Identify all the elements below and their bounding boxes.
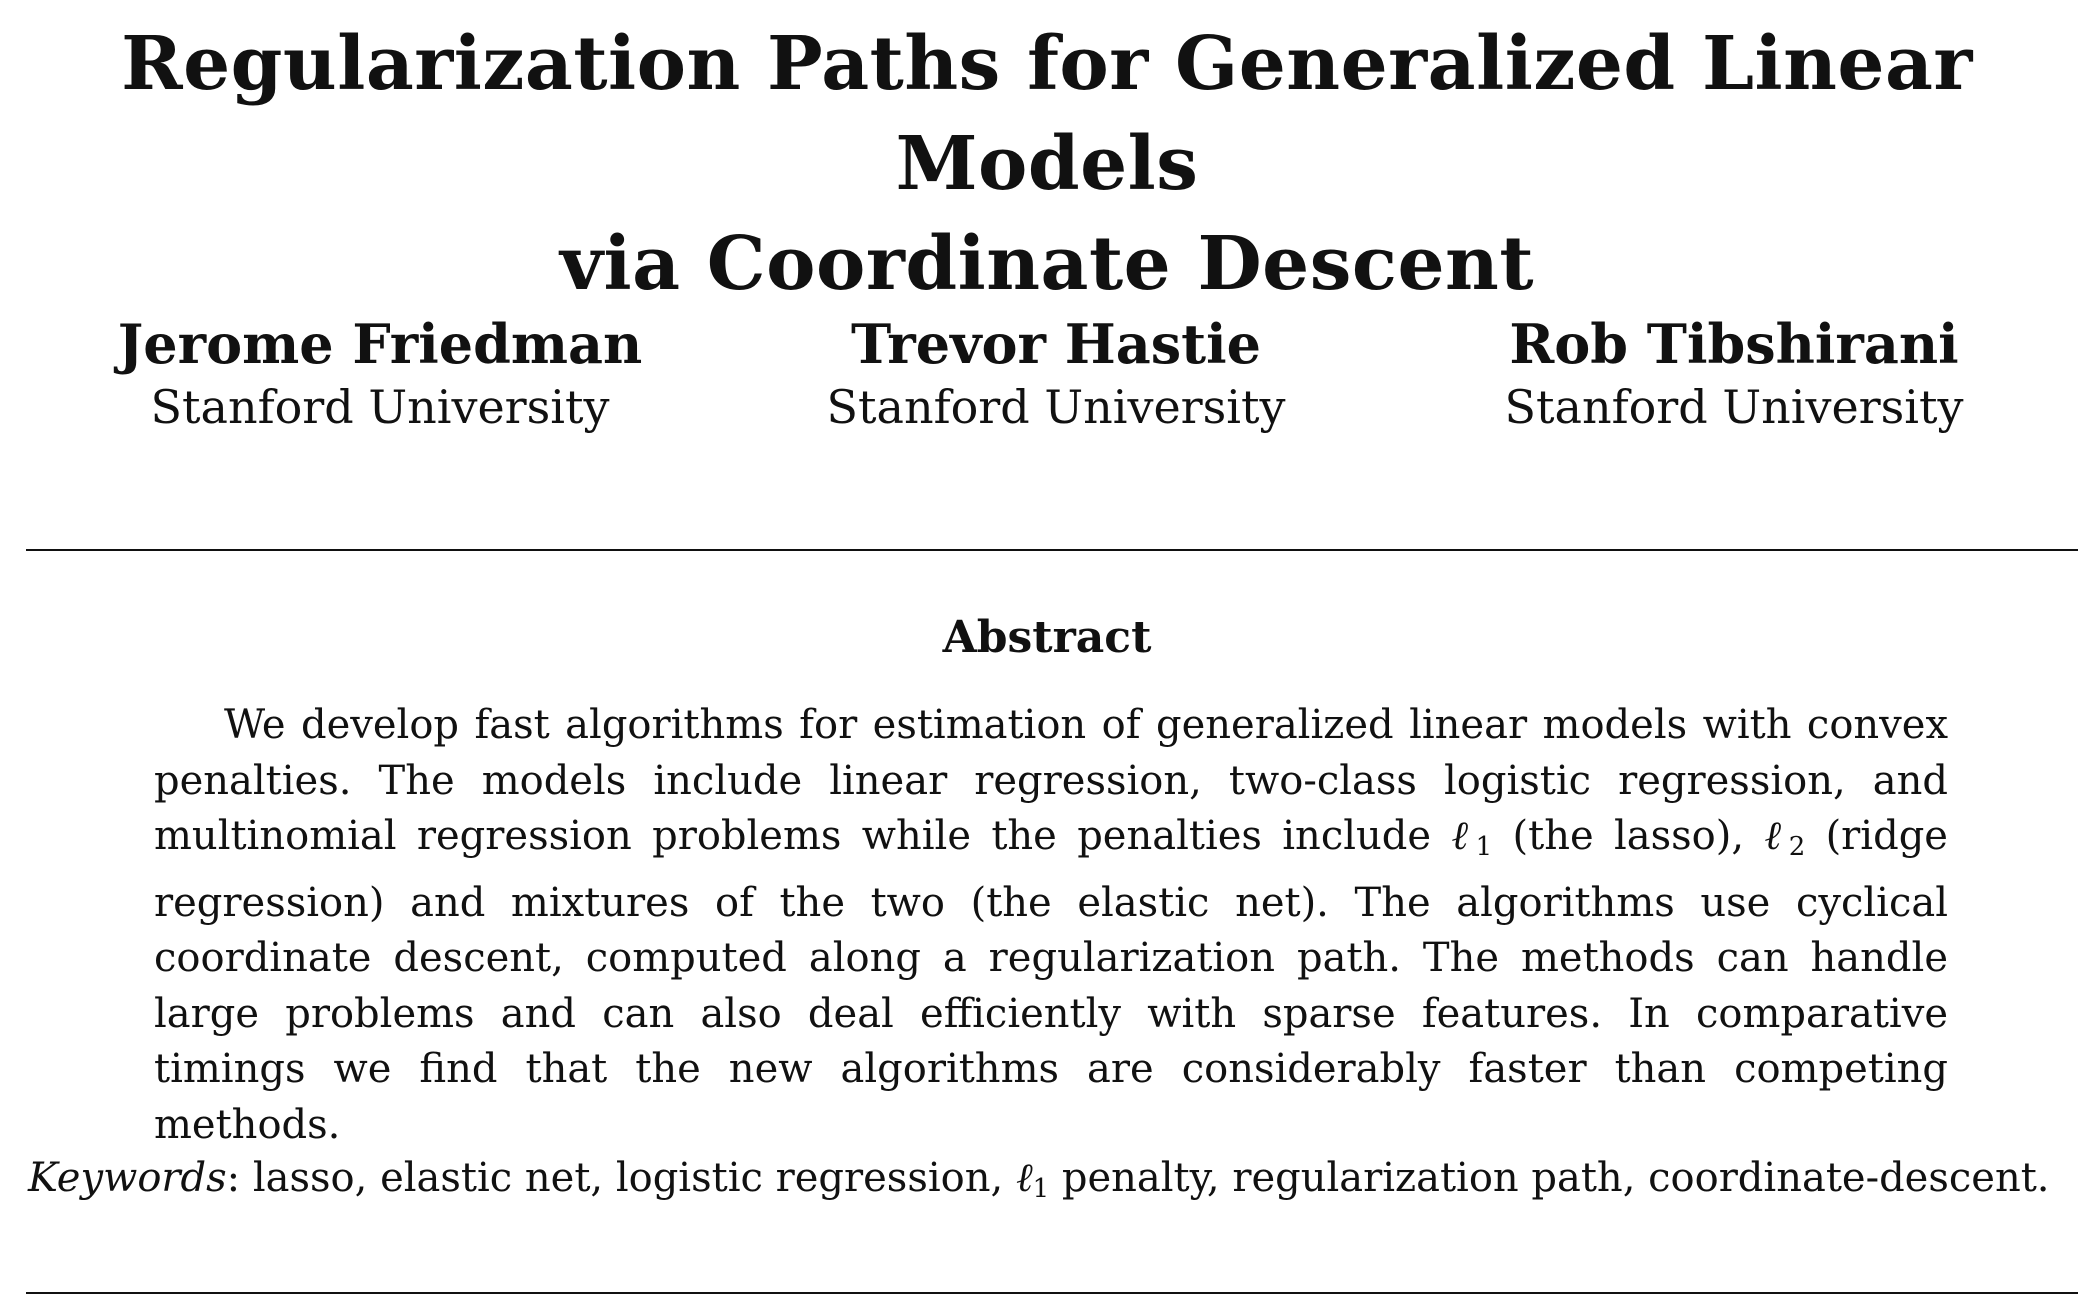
top-divider — [26, 549, 2078, 551]
ell-two-symbol: ℓ — [1764, 813, 1789, 859]
author-block: Jerome Friedman Stanford University Trev… — [0, 312, 2094, 452]
paper-title-line-2: via Coordinate Descent — [559, 221, 1535, 307]
author-2: Trevor Hastie Stanford University — [706, 312, 1406, 438]
author-name: Trevor Hastie — [851, 312, 1261, 376]
keywords-label: Keywords — [28, 1155, 227, 1201]
author-affiliation: Stanford University — [1504, 380, 1964, 434]
paper-title: Regularization Paths for Generalized Lin… — [0, 14, 2094, 314]
author-name: Rob Tibshirani — [1509, 312, 1959, 376]
abstract-text: We develop fast algorithms for estimatio… — [154, 698, 1948, 1153]
keywords-part-2: penalty, regularization path, coordinate… — [1049, 1155, 2050, 1201]
keywords-paragraph: Keywords: lasso, elastic net, logistic r… — [28, 1148, 2078, 1219]
abstract-heading: Abstract — [942, 612, 1152, 663]
paper-title-line-1: Regularization Paths for Generalized Lin… — [121, 21, 1973, 207]
keywords-part-1: lasso, elastic net, logistic regression, — [252, 1155, 1016, 1201]
author-affiliation: Stanford University — [826, 380, 1286, 434]
author-affiliation: Stanford University — [150, 380, 610, 434]
ell-one-subscript: 1 — [1475, 832, 1493, 862]
abstract-text-part-1: We develop fast algorithms for estimatio… — [154, 702, 1948, 859]
author-name: Jerome Friedman — [117, 312, 643, 376]
author-1: Jerome Friedman Stanford University — [30, 312, 730, 438]
ell-one-subscript: 1 — [1032, 1174, 1050, 1204]
abstract-text-part-2: (the lasso), — [1492, 813, 1765, 859]
keywords-separator: : — [226, 1155, 253, 1201]
ell-two-subscript: 2 — [1788, 832, 1806, 862]
ell-one-symbol: ℓ — [1451, 813, 1476, 859]
bottom-divider — [26, 1292, 2078, 1294]
ell-one-symbol: ℓ — [1015, 1155, 1033, 1201]
abstract-text-part-3: (ridge regression) and mixtures of the t… — [154, 813, 1948, 1148]
author-3: Rob Tibshirani Stanford University — [1384, 312, 2084, 438]
